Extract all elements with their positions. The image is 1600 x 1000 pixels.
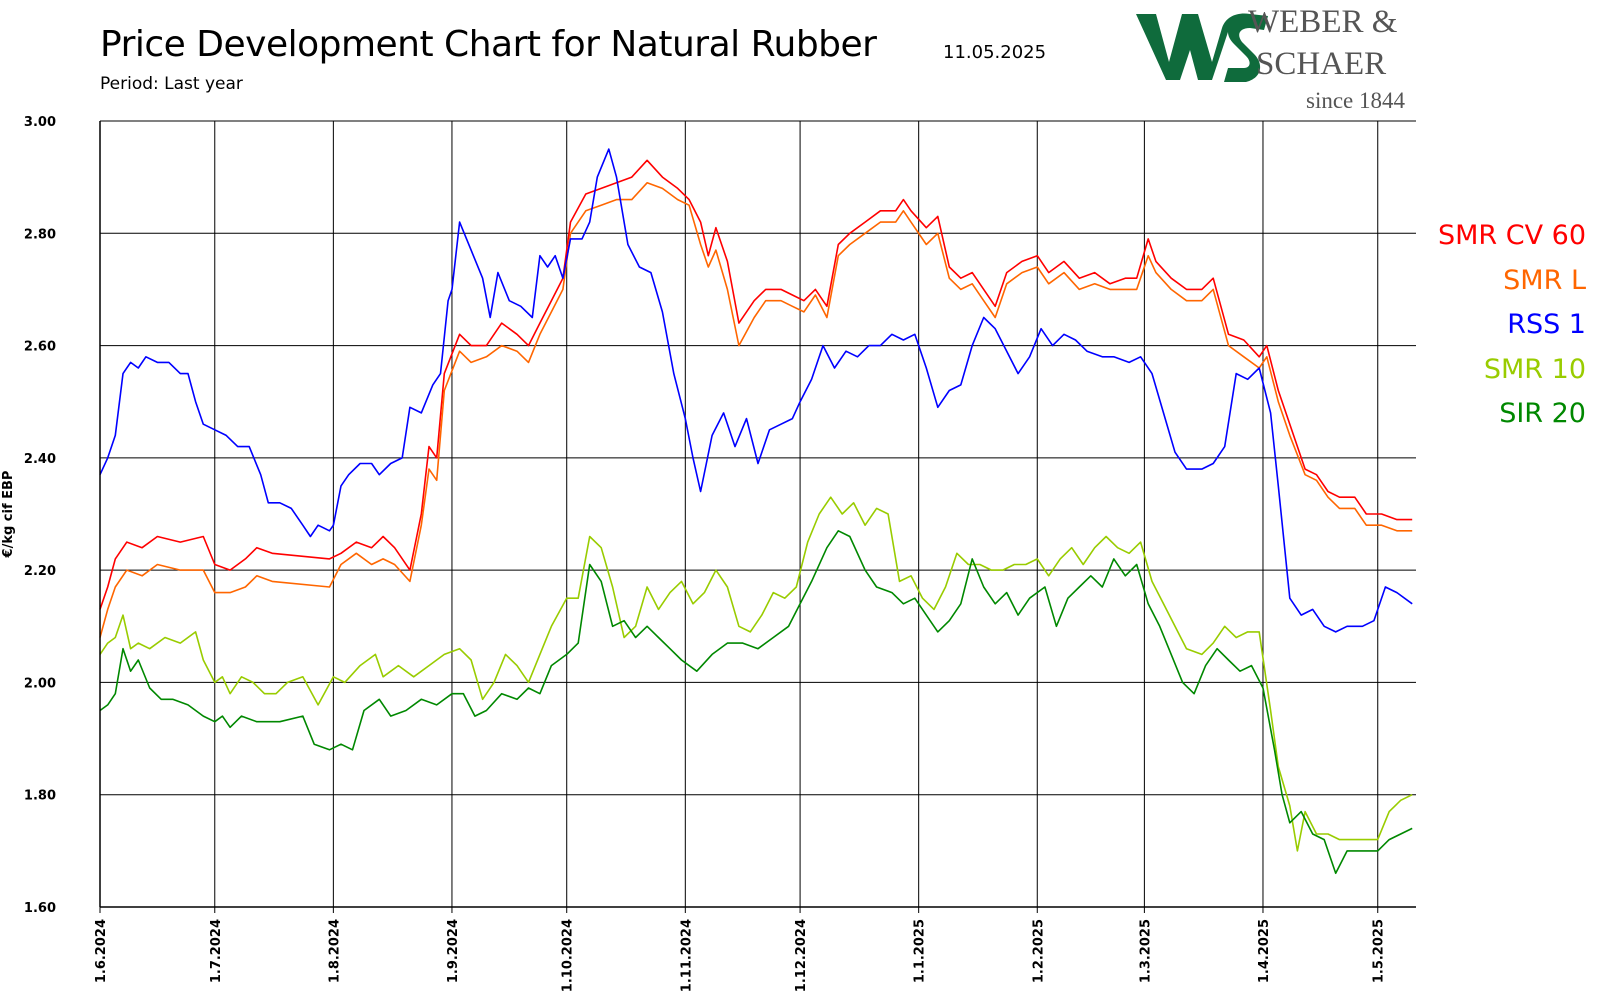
chart-date: 11.05.2025 (943, 42, 1047, 63)
legend-item-smr-l: SMR L (1503, 264, 1586, 296)
legend-item-sir-20: SIR 20 (1499, 398, 1586, 429)
series-line-rss-1 (99, 148, 1413, 633)
logo-line-3: since 1844 (1306, 88, 1406, 113)
logo-line-1: WEBER & (1248, 4, 1398, 40)
y-tick-label: 2.60 (24, 340, 56, 355)
x-tick-label: 1.2.2025 (1031, 919, 1046, 983)
x-tick-label: 1.11.2024 (679, 919, 694, 992)
y-tick-label: 1.60 (24, 901, 56, 916)
logo-line-2: SCHAER (1256, 46, 1387, 82)
series-line-smr-l (99, 182, 1413, 638)
chart-title: Price Development Chart for Natural Rubb… (100, 24, 877, 65)
x-tick-label: 1.7.2024 (209, 919, 224, 983)
y-tick-label: 2.40 (24, 452, 56, 467)
x-tick-label: 1.12.2024 (794, 919, 809, 992)
weber-schaer-logo-icon (1136, 13, 1268, 82)
chart-period: Period: Last year (100, 74, 243, 94)
legend-item-smr-cv-60: SMR CV 60 (1437, 220, 1586, 251)
x-tick-label: 1.3.2025 (1138, 919, 1153, 983)
y-axis-label: €/kg cif EBP (1, 471, 16, 559)
y-tick-label: 3.00 (24, 115, 56, 130)
series-line-smr-cv-60 (99, 159, 1413, 610)
x-tick-label: 1.6.2024 (94, 919, 109, 983)
legend-item-smr-10: SMR 10 (1483, 353, 1586, 385)
y-tick-label: 2.80 (24, 227, 56, 242)
y-tick-label: 1.80 (24, 789, 56, 804)
x-tick-label: 1.4.2025 (1257, 919, 1272, 983)
x-tick-label: 1.5.2025 (1372, 919, 1387, 983)
y-tick-label: 2.20 (24, 564, 56, 579)
legend-item-rss-1: RSS 1 (1507, 309, 1586, 340)
x-tick-label: 1.8.2024 (327, 919, 342, 983)
y-tick-label: 2.00 (24, 676, 56, 691)
series-line-smr-10 (99, 496, 1413, 852)
chart-legend: SMR CV 60 SMR L RSS 1 SMR 10 SIR 20 (1438, 214, 1586, 437)
x-tick-label: 1.9.2024 (446, 919, 461, 983)
x-tick-label: 1.1.2025 (913, 919, 928, 983)
x-tick-label: 1.10.2024 (561, 919, 576, 992)
series-line-sir-20 (99, 529, 1413, 875)
